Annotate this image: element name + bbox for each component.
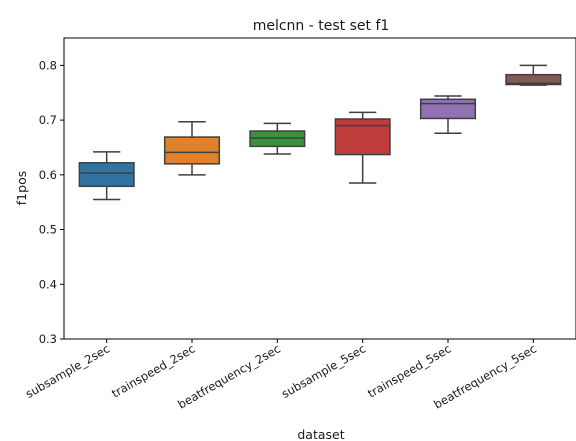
box-trainspeed_2sec xyxy=(163,136,221,165)
y-tick-label: 0.8 xyxy=(39,58,57,72)
box-subsample_5sec xyxy=(334,118,391,156)
box-subsample_2sec xyxy=(78,162,135,188)
y-tick-label: 0.6 xyxy=(39,168,57,182)
chart-title: melcnn - test set f1 xyxy=(253,18,390,34)
plot-frame xyxy=(63,37,576,340)
y-tick-label: 0.3 xyxy=(39,332,57,346)
y-tick-label: 0.4 xyxy=(39,277,57,291)
box-trainspeed_5sec xyxy=(419,98,477,120)
x-axis-label: dataset xyxy=(297,427,344,441)
box-beatfrequency_5sec xyxy=(505,73,562,86)
y-tick-label: 0.7 xyxy=(39,113,57,127)
y-tick-label: 0.5 xyxy=(39,223,57,237)
y-axis-label: f1pos xyxy=(14,171,29,205)
